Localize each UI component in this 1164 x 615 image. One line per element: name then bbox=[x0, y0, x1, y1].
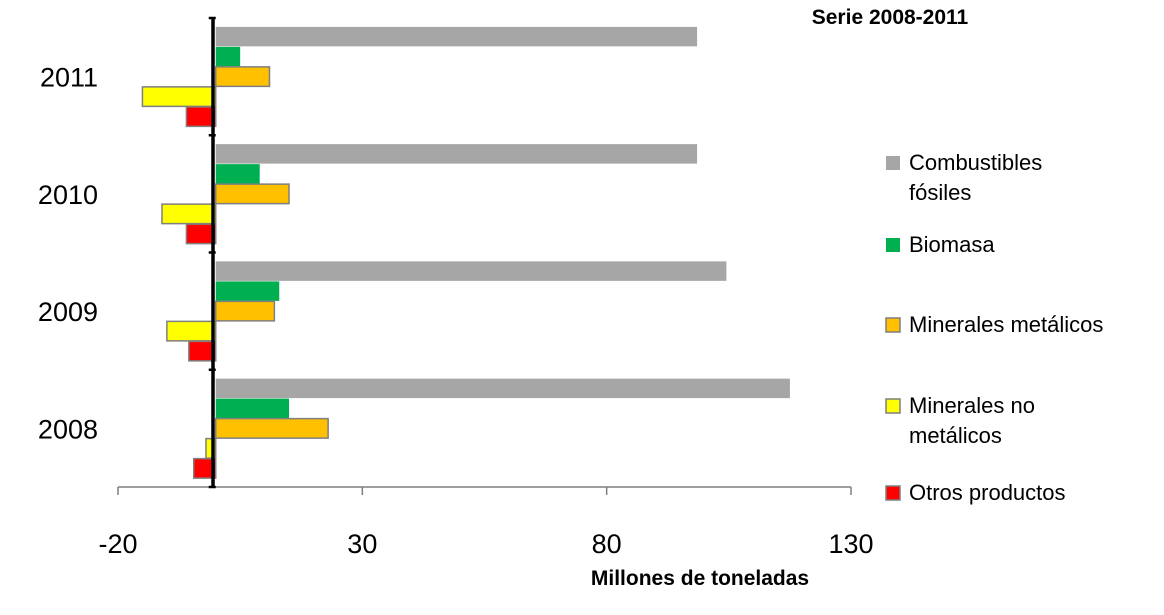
legend-label-combustibles-f-siles: Combustibles fósiles bbox=[909, 150, 1042, 205]
legend-swatch-biomasa bbox=[886, 238, 900, 252]
bar-2011-minerales-met-licos bbox=[214, 66, 271, 88]
category-label-2010: 2010 bbox=[38, 180, 98, 210]
legend-label-otros-productos: Otros productos bbox=[909, 480, 1066, 505]
bar-2011-otros-productos bbox=[185, 106, 217, 128]
x-tick-label: 130 bbox=[828, 529, 873, 559]
x-ticks-group: -20 30 80 130 bbox=[98, 487, 874, 559]
x-tick-label: -20 bbox=[98, 529, 137, 559]
category-label-2008: 2008 bbox=[38, 414, 98, 444]
legend-swatch-otros-productos bbox=[885, 485, 901, 501]
legend-label-minerales-no-met-licos: Minerales no metálicos bbox=[909, 393, 1035, 448]
bar-2008-otros-productos bbox=[192, 457, 217, 479]
bar-2011-combustibles-f-siles bbox=[215, 26, 698, 47]
bar-2009-biomasa bbox=[215, 281, 280, 301]
legend-swatch-combustibles-f-siles bbox=[886, 156, 900, 170]
bars-group bbox=[141, 26, 790, 479]
legend-label-minerales-met-licos: Minerales metálicos bbox=[909, 312, 1103, 337]
x-axis-label: Millones de toneladas bbox=[591, 567, 809, 590]
bar-2011-biomasa bbox=[215, 46, 241, 67]
bar-2008-biomasa bbox=[215, 398, 290, 419]
bar-2008-combustibles-f-siles bbox=[215, 378, 790, 399]
bar-2009-combustibles-f-siles bbox=[215, 261, 727, 281]
bar-2009-minerales-no-met-licos bbox=[166, 320, 217, 342]
bar-2010-minerales-met-licos bbox=[214, 183, 290, 205]
chart-title: Serie 2008-2011 bbox=[812, 6, 969, 29]
bar-2010-minerales-no-met-licos bbox=[161, 203, 217, 225]
bar-2008-minerales-met-licos bbox=[214, 417, 329, 439]
category-label-2011: 2011 bbox=[40, 63, 98, 93]
legend-swatch-minerales-no-met-licos bbox=[885, 398, 901, 414]
bar-2010-combustibles-f-siles bbox=[215, 144, 698, 164]
bar-2009-minerales-met-licos bbox=[214, 300, 276, 322]
bar-2010-biomasa bbox=[215, 164, 260, 184]
legend: Combustibles fósiles Biomasa Minerales metá… bbox=[885, 150, 1103, 505]
bar-2009-otros-productos bbox=[188, 340, 217, 362]
bar-2011-minerales-no-met-licos bbox=[141, 86, 217, 108]
y-ticks-group bbox=[208, 16, 216, 489]
legend-label-biomasa: Biomasa bbox=[909, 232, 995, 257]
category-label-2009: 2009 bbox=[38, 297, 98, 327]
x-tick-label: 80 bbox=[592, 529, 622, 559]
category-labels-group: 2008 2009 2010 2011 bbox=[38, 63, 98, 445]
legend-swatch-minerales-met-licos bbox=[885, 317, 901, 333]
bar-2010-otros-productos bbox=[185, 223, 217, 245]
x-tick-label: 30 bbox=[347, 529, 377, 559]
